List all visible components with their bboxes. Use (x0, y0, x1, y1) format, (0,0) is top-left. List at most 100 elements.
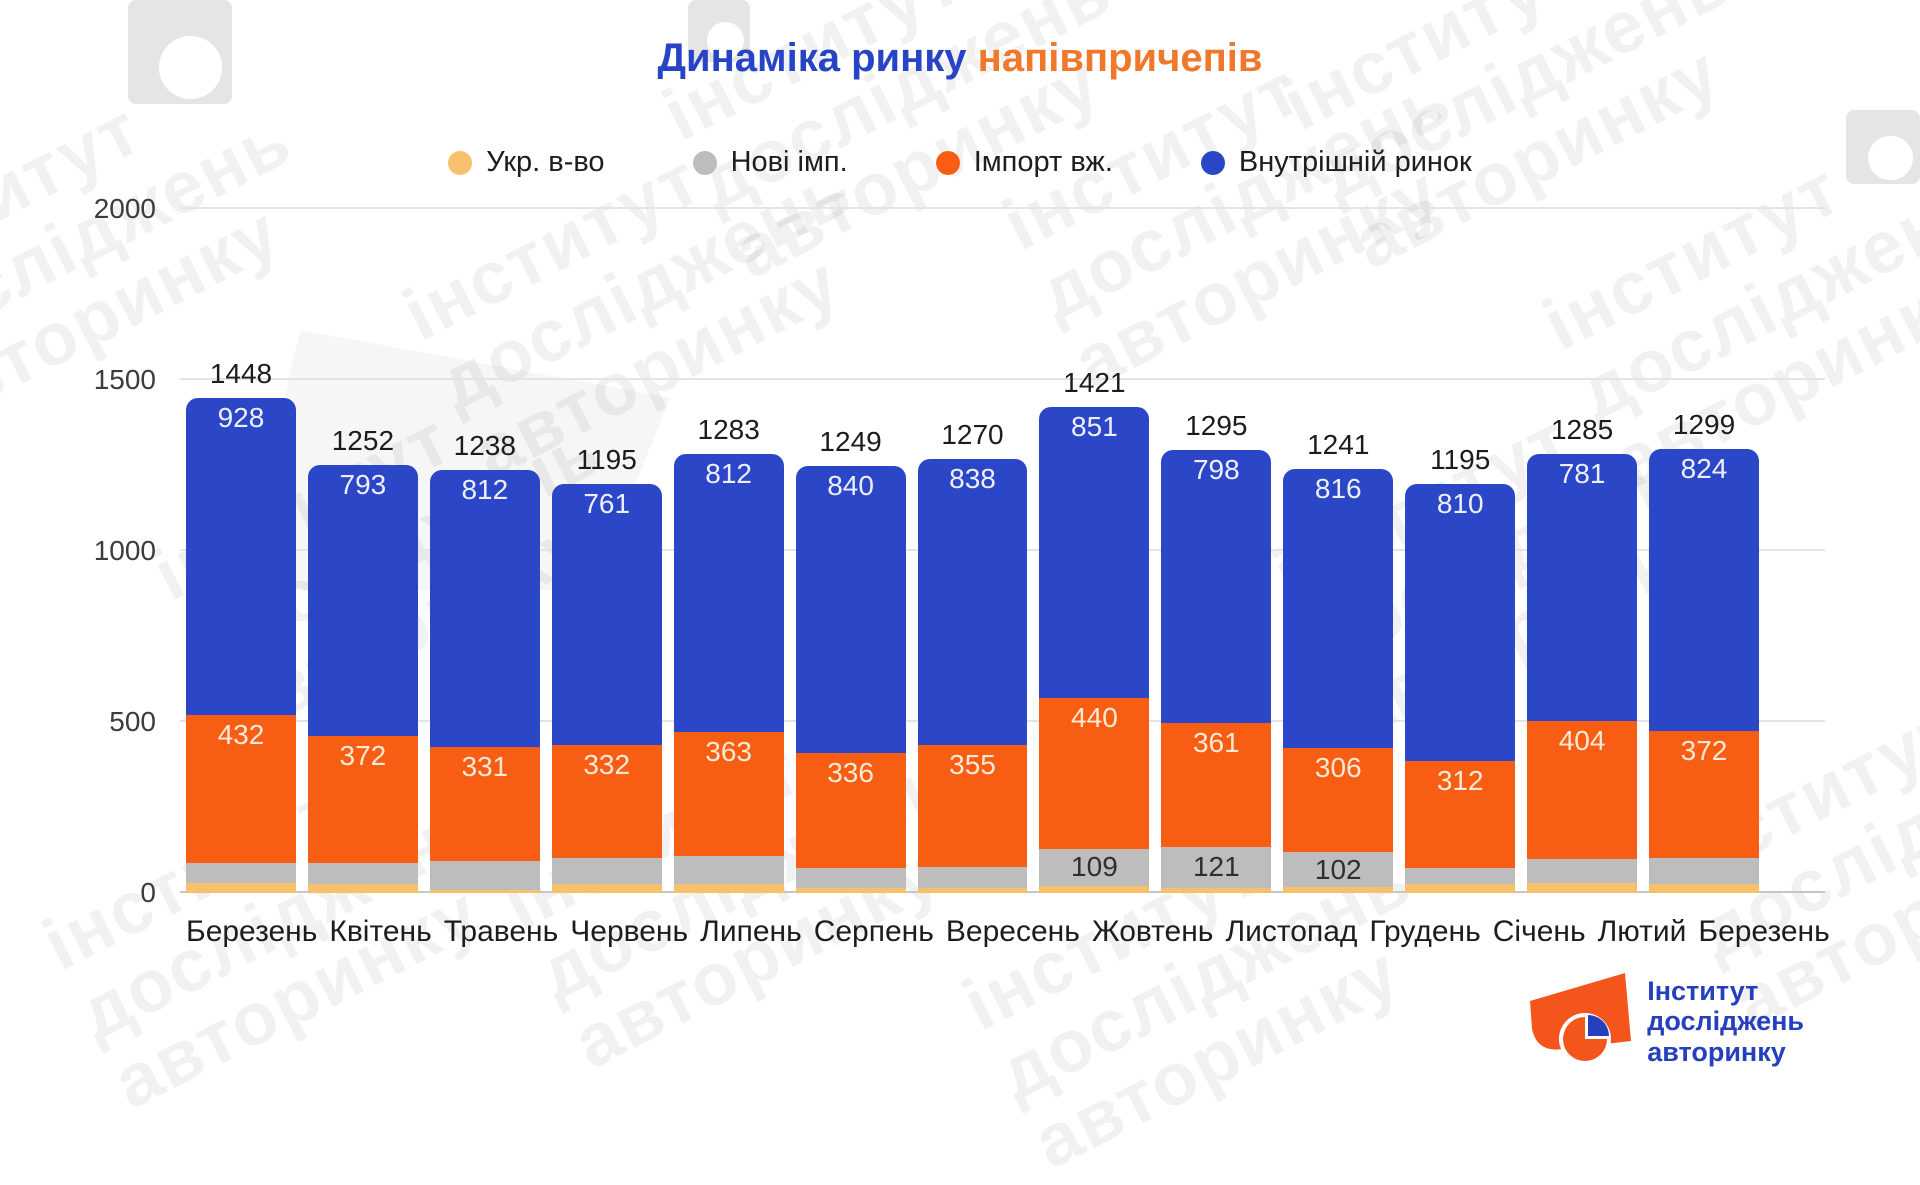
total-value-label: 1448 (209, 357, 273, 389)
brand-logo-line: досліджень (1647, 1006, 1804, 1037)
brand-logo: Інститут досліджень авторинку (1525, 969, 1804, 1074)
legend-dot-icon (692, 150, 717, 175)
x-axis-month-label: Липень (700, 915, 802, 948)
bar-4-Липень: 363 812 1283 (673, 209, 784, 893)
x-axis-month-label: Грудень (1369, 915, 1481, 948)
segment-value-label: 812 (461, 473, 509, 505)
watermark-logo-block (688, 0, 750, 62)
segment-value-label: 102 (1314, 853, 1362, 885)
segment-Внутрішній ринок: 824 (1649, 448, 1759, 731)
legend-dot-icon (935, 150, 960, 175)
segment-value-label: 761 (583, 488, 631, 520)
segment-value-label: 812 (705, 458, 752, 490)
segment-value-label: 928 (217, 401, 265, 433)
page-title: Динаміка ринку напівпричепів (0, 36, 1920, 81)
bar-7-Жовтень: 109 440 851 1421 (1039, 209, 1150, 893)
segment-Нові імп. (795, 868, 906, 888)
segment-Внутрішній ринок: 816 (1283, 468, 1394, 748)
x-axis-month-label: Вересень (945, 915, 1080, 948)
segment-value-label: 810 (1436, 488, 1484, 520)
segment-Імпорт вж.: 336 (795, 753, 906, 869)
segment-value-label: 363 (705, 735, 752, 767)
segment-Внутрішній ринок: 840 (795, 465, 906, 754)
y-axis-tick-0: 0 (140, 877, 156, 908)
x-axis-month-label: Січень (1492, 915, 1586, 948)
legend-item-1: Нові імп. (692, 146, 848, 179)
gridline-2000 (180, 207, 1825, 209)
segment-value-label: 816 (1314, 472, 1362, 504)
segment-Імпорт вж.: 432 (186, 715, 296, 863)
bar-2-Травень: 331 812 1238 (429, 209, 540, 893)
segment-value-label: 312 (1436, 765, 1484, 797)
y-axis-tick-500: 500 (109, 706, 156, 737)
segment-Імпорт вж.: 440 (1039, 698, 1150, 849)
segment-value-label: 432 (217, 719, 265, 751)
segment-Імпорт вж.: 372 (307, 736, 418, 864)
x-axis-month-label: Червень (570, 915, 689, 948)
chart-legend: Укр. в-во Нові імп. Імпорт вж. Внутрішній р… (0, 146, 1920, 179)
segment-value-label: 372 (1680, 734, 1728, 766)
y-axis-tick-2000: 2000 (93, 193, 156, 224)
total-value-label: 1195 (576, 444, 637, 476)
brand-logo-line: авторинку (1647, 1036, 1786, 1067)
bar-12-Березень: 372 824 1299 (1649, 209, 1759, 893)
segment-Укр. в-во (307, 884, 418, 893)
segment-Нові імп. (673, 856, 784, 885)
segment-value-label: 355 (949, 749, 996, 781)
segment-Імпорт вж.: 332 (551, 744, 662, 859)
segment-value-label: 372 (339, 740, 387, 772)
x-axis-month-label: Березень (186, 915, 318, 948)
y-axis-tick-1500: 1500 (93, 364, 156, 395)
segment-Укр. в-во (1527, 882, 1638, 893)
total-value-label: 1283 (697, 414, 760, 446)
months-row: Березень Квітень Травень Червень Липень Серпе… (180, 915, 1830, 949)
segment-Внутрішній ринок: 812 (429, 469, 540, 748)
segment-Нові імп. (551, 858, 662, 885)
segment-value-label: 793 (339, 468, 387, 500)
total-value-label: 1299 (1672, 408, 1736, 440)
segment-value-label: 781 (1558, 457, 1606, 489)
total-value-label: 1252 (331, 424, 395, 456)
total-value-label: 1238 (453, 429, 516, 461)
bar-9-Грудень: 102 306 816 1241 (1283, 209, 1394, 893)
segment-value-label: 404 (1558, 724, 1606, 756)
bar-0-Березень: 432 928 1448 (186, 209, 296, 893)
y-axis-tick-1000: 1000 (93, 535, 156, 566)
segment-Нові імп. (186, 862, 296, 883)
brand-logo-icon (1525, 969, 1637, 1074)
segment-Нові імп.: 102 (1283, 852, 1394, 888)
segment-Укр. в-во (551, 884, 662, 893)
segment-Імпорт вж.: 355 (917, 745, 1028, 867)
total-value-label: 1295 (1185, 410, 1248, 442)
segment-Укр. в-во (795, 887, 906, 893)
legend-label: Внутрішній ринок (1238, 146, 1472, 178)
segment-Нові імп. (429, 860, 540, 890)
segment-Внутрішній ринок: 810 (1405, 484, 1516, 762)
brand-logo-line: Інститут (1647, 976, 1759, 1007)
bar-6-Вересень: 355 838 1270 (917, 209, 1028, 893)
x-axis-month-label: Травень (443, 915, 559, 948)
segment-Укр. в-во (1405, 884, 1516, 893)
bar-10-Січень: 312 810 1195 (1405, 209, 1516, 893)
segment-value-label: 361 (1192, 727, 1240, 759)
segment-Імпорт вж.: 404 (1527, 720, 1638, 859)
bar-5-Серпень: 336 840 1249 (795, 209, 906, 893)
segment-Нові імп. (1405, 868, 1516, 885)
segment-Внутрішній ринок: 798 (1161, 450, 1272, 724)
bar-1-Квітень: 372 793 1252 (307, 209, 418, 893)
segment-value-label: 440 (1071, 702, 1118, 734)
segment-Імпорт вж.: 312 (1405, 761, 1516, 869)
segment-value-label: 332 (583, 748, 631, 780)
segment-value-label: 331 (461, 751, 509, 783)
segment-Укр. в-во (186, 882, 296, 893)
legend-dot-icon (1200, 150, 1225, 175)
segment-Імпорт вж.: 363 (673, 731, 784, 857)
segment-Внутрішній ринок: 838 (917, 458, 1028, 746)
segment-Укр. в-во (1283, 887, 1394, 893)
segment-value-label: 306 (1314, 751, 1362, 783)
x-axis-month-label: Березень (1698, 915, 1830, 948)
segment-Імпорт вж.: 306 (1283, 747, 1394, 853)
total-value-label: 1285 (1550, 413, 1614, 445)
title-part-blue: Динаміка ринку (657, 36, 967, 80)
segment-Нові імп. (1649, 857, 1759, 885)
